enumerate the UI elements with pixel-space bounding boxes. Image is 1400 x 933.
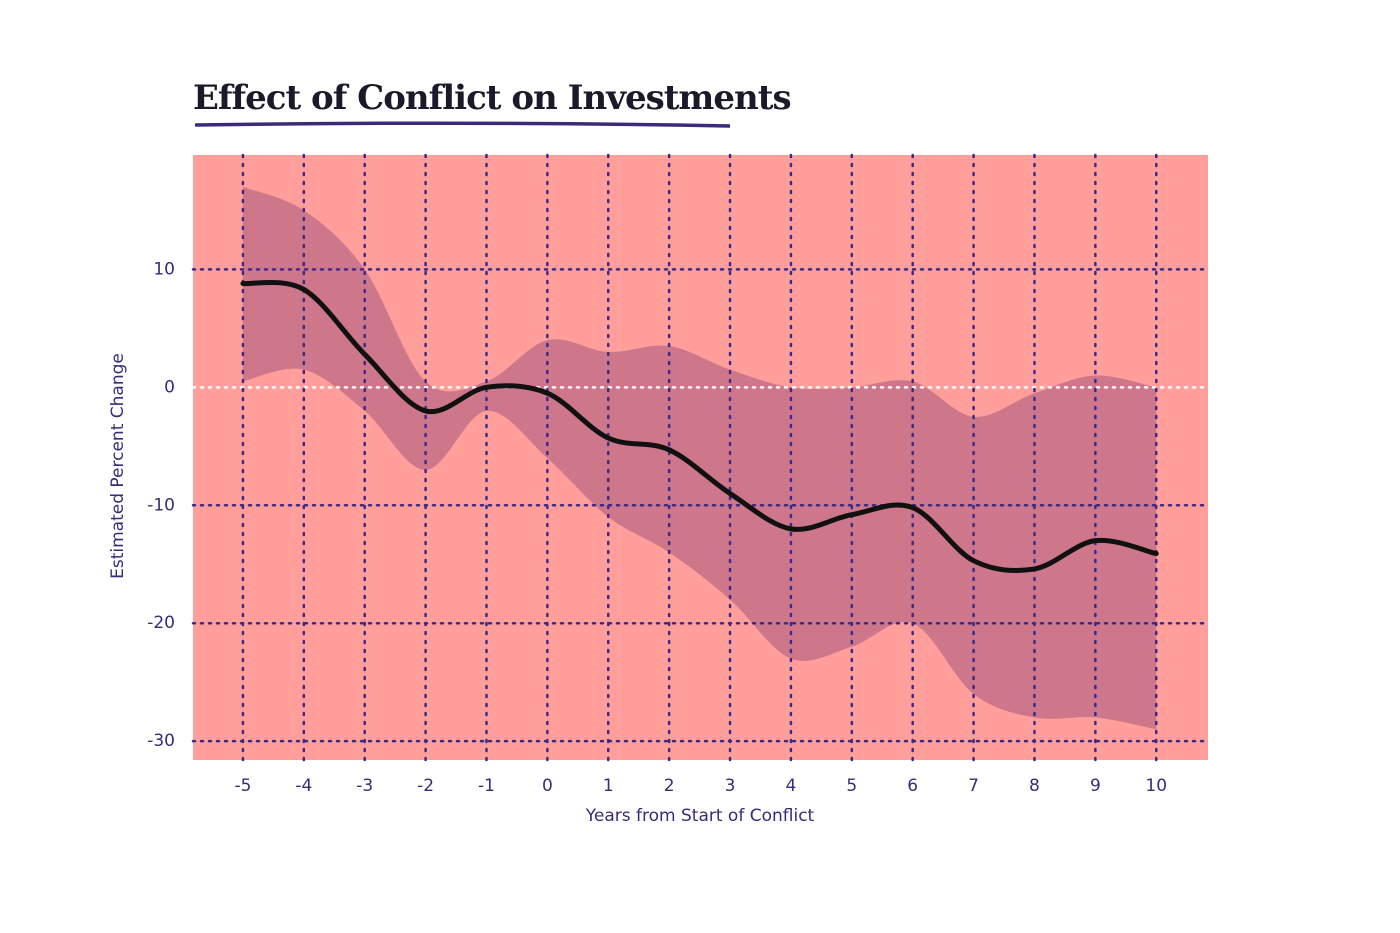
x-tick-label: -1 [478, 776, 495, 796]
estimate-line [240, 279, 1159, 574]
x-tick-label: -5 [234, 776, 251, 796]
x-tick-label: 8 [1029, 776, 1040, 796]
y-tick-label: 10 [153, 259, 175, 279]
x-tick-label: 9 [1090, 776, 1101, 796]
title-underline [194, 121, 731, 128]
confidence-band [242, 186, 1157, 730]
x-tick-label: 2 [664, 776, 675, 796]
x-tick-label: -4 [295, 776, 312, 796]
x-tick-label: 3 [725, 776, 736, 796]
x-tick-label: 6 [907, 776, 918, 796]
y-tick-label: 0 [164, 377, 175, 397]
x-tick-label: 1 [603, 776, 614, 796]
x-tick-label: -2 [417, 776, 434, 796]
x-tick-label: 7 [968, 776, 979, 796]
x-axis-label: Years from Start of Conflict [585, 806, 815, 826]
x-tick-label: 10 [1145, 776, 1167, 796]
x-tick-label: 5 [846, 776, 857, 796]
x-tick-label: 4 [786, 776, 797, 796]
y-tick-label: -10 [147, 495, 175, 515]
y-tick-label: -20 [147, 613, 175, 633]
y-tick-label: -30 [147, 731, 175, 751]
y-axis-label: Estimated Percent Change [108, 353, 128, 579]
plot-area [191, 153, 1210, 762]
chart-title: Effect of Conflict on Investments [193, 78, 791, 118]
x-tick-label: 0 [542, 776, 553, 796]
x-tick-label: -3 [356, 776, 373, 796]
